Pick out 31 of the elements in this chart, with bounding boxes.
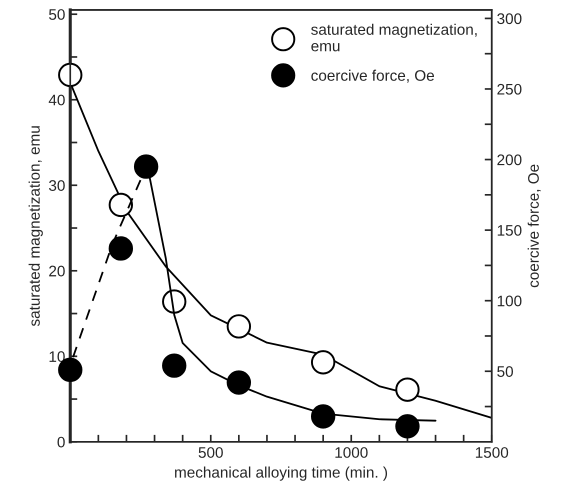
y2-tick-label: 300 — [497, 13, 522, 24]
x-axis-title: mechanical alloying time (min. ) — [175, 466, 388, 481]
y2-tick-label: 150 — [498, 224, 522, 236]
point — [108, 236, 134, 261]
y-tick-label: 20 — [49, 266, 65, 276]
y-tick-label: 30 — [48, 180, 65, 191]
y2-axis-title: coercive force, Oe — [528, 164, 541, 288]
point — [310, 350, 336, 374]
point — [310, 404, 336, 429]
y-tick-label: 40 — [48, 94, 65, 106]
point — [395, 414, 420, 438]
point — [134, 154, 158, 179]
y2-tick-label: 250 — [497, 84, 522, 95]
y-tick-label: 0 — [57, 436, 65, 448]
point — [395, 377, 420, 402]
y-tick-label: 10 — [50, 351, 65, 362]
x-tick-label: 1500 — [476, 447, 508, 458]
y2-tick-label: 200 — [497, 154, 522, 166]
point — [162, 353, 186, 378]
point — [226, 370, 252, 395]
x-tick-label: 500 — [198, 447, 223, 458]
legend-label: saturated magnetization, emu — [311, 24, 477, 52]
point — [58, 62, 82, 88]
y2-tick-label: 100 — [498, 296, 522, 306]
y-tick-label: 50 — [49, 9, 65, 20]
legend-label: coercive force, Oe — [311, 70, 434, 83]
y2-tick-label: 50 — [497, 366, 514, 377]
point — [226, 314, 252, 339]
y-axis-title: saturated magnetization, emu — [28, 126, 43, 326]
x-tick-label: 1000 — [335, 447, 368, 458]
point — [108, 192, 134, 218]
